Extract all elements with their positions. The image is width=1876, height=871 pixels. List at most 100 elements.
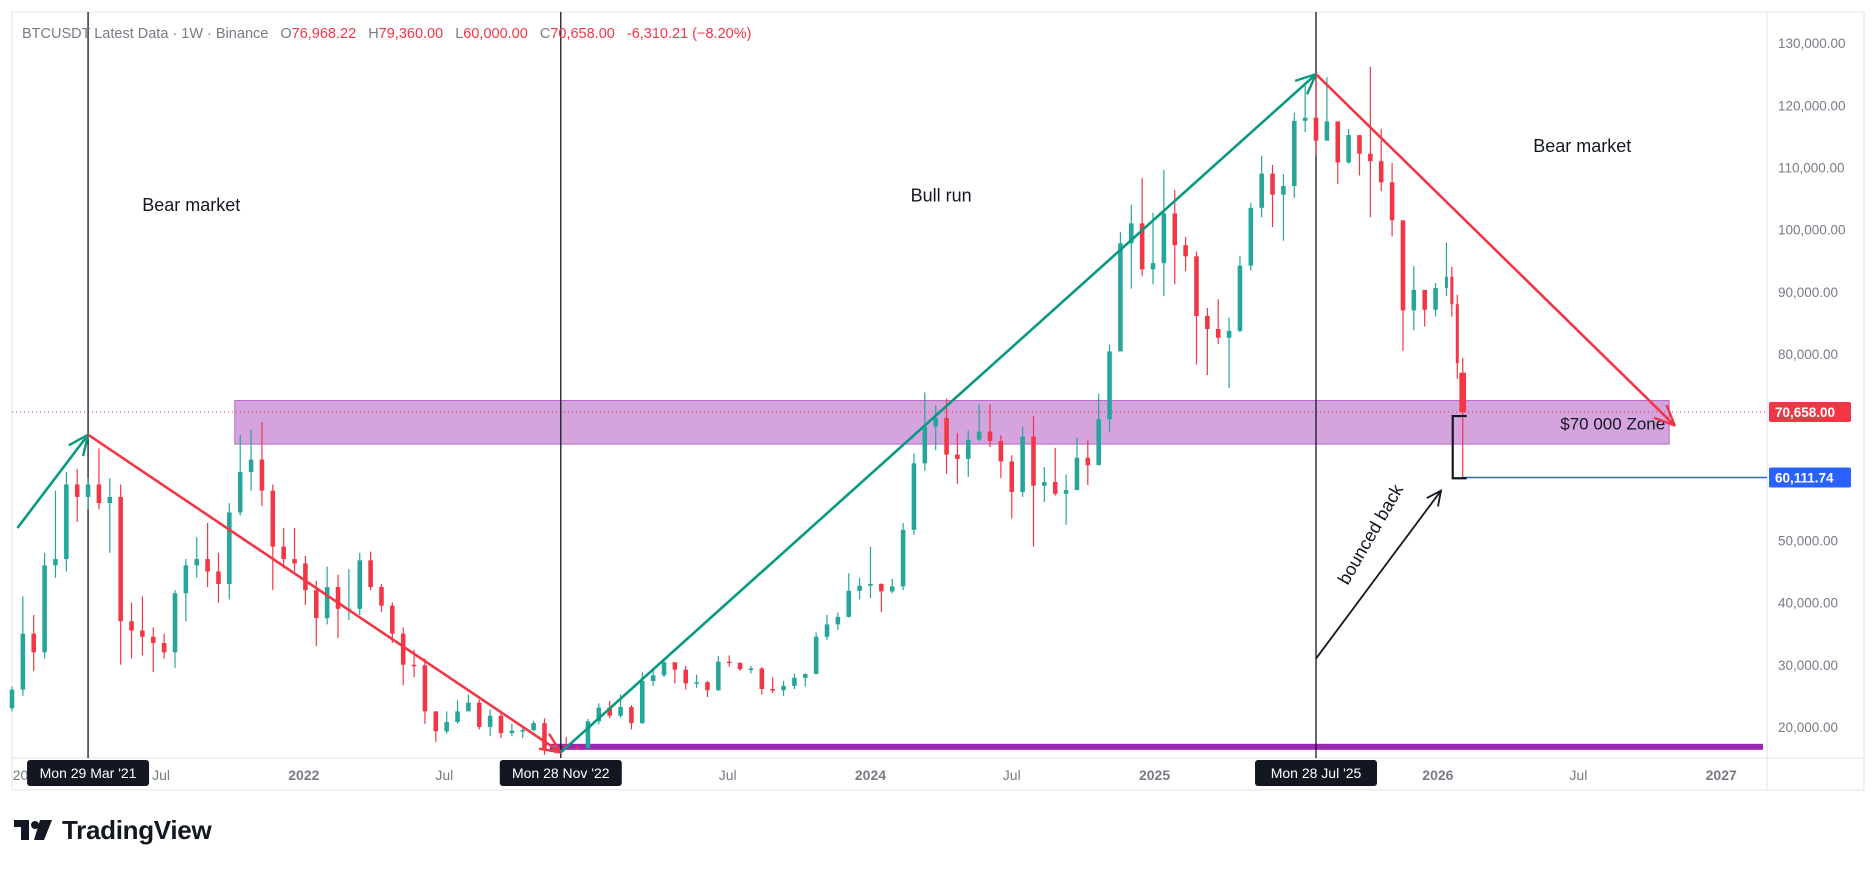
candle-body[interactable] — [976, 431, 982, 440]
candle-body[interactable] — [585, 721, 591, 749]
candle-body[interactable] — [607, 707, 612, 716]
candle-body[interactable] — [107, 496, 113, 504]
candle-body[interactable] — [889, 586, 895, 592]
candles-layer[interactable] — [9, 66, 1467, 755]
candle-body[interactable] — [1389, 182, 1395, 221]
candle-body[interactable] — [270, 490, 276, 547]
candle-body[interactable] — [487, 715, 493, 727]
candle-body[interactable] — [172, 593, 178, 653]
candle-body[interactable] — [933, 417, 938, 427]
candle-body[interactable] — [596, 707, 602, 722]
candle-body[interactable] — [705, 682, 710, 691]
candle-body[interactable] — [824, 624, 830, 637]
candle-body[interactable] — [237, 472, 243, 513]
candle-body[interactable] — [313, 590, 319, 619]
candle-body[interactable] — [900, 529, 906, 587]
candle-body[interactable] — [400, 633, 406, 665]
support-line[interactable] — [549, 743, 1764, 750]
candle-body[interactable] — [183, 565, 189, 594]
candle-body[interactable] — [792, 677, 797, 686]
candle-body[interactable] — [694, 682, 699, 684]
candle-body[interactable] — [1357, 135, 1362, 154]
candle-body[interactable] — [140, 630, 145, 637]
candle-body[interactable] — [770, 688, 775, 691]
candle-body[interactable] — [303, 563, 308, 591]
candle-body[interactable] — [1378, 161, 1384, 183]
candle-body[interactable] — [661, 662, 667, 676]
candle-body[interactable] — [31, 633, 37, 653]
candle-body[interactable] — [922, 426, 928, 464]
time-axis[interactable]: 20 Jul 2022 Jul Jul 2024 Jul 2025 2026 Jul 2027 Mon… — [13, 760, 1737, 786]
candle-body[interactable] — [574, 746, 580, 749]
price-axis[interactable]: 20,000.0030,000.0040,000.0050,000.0060,0… — [1769, 36, 1851, 735]
candle-body[interactable] — [324, 587, 330, 619]
candle-body[interactable] — [1172, 213, 1178, 246]
candle-body[interactable] — [433, 711, 439, 732]
candle-body[interactable] — [759, 668, 765, 689]
candle-body[interactable] — [857, 585, 862, 591]
candle-body[interactable] — [259, 459, 265, 491]
tradingview-branding[interactable]: TradingView — [14, 810, 212, 850]
candle-body[interactable] — [292, 559, 297, 564]
candle-body[interactable] — [1226, 330, 1232, 338]
candle-body[interactable] — [1248, 207, 1254, 266]
candle-body[interactable] — [161, 642, 167, 653]
candle-body[interactable] — [85, 484, 91, 497]
candle-body[interactable] — [20, 633, 26, 690]
candle-body[interactable] — [150, 636, 156, 643]
candle-body[interactable] — [368, 560, 373, 588]
candle-body[interactable] — [911, 463, 917, 530]
candle-body[interactable] — [9, 689, 15, 709]
candle-body[interactable] — [1302, 117, 1308, 121]
candle-body[interactable] — [390, 605, 395, 634]
candle-body[interactable] — [281, 546, 286, 560]
candle-body[interactable] — [672, 662, 678, 670]
candle-body[interactable] — [74, 484, 80, 497]
candle-body[interactable] — [118, 496, 123, 622]
candle-body[interactable] — [1161, 213, 1167, 264]
candle-body[interactable] — [748, 668, 754, 670]
candle-body[interactable] — [1118, 243, 1123, 352]
candle-body[interactable] — [444, 721, 449, 732]
candle-body[interactable] — [357, 560, 363, 609]
candle-body[interactable] — [683, 669, 689, 684]
candle-body[interactable] — [618, 707, 623, 716]
candle-body[interactable] — [1183, 245, 1188, 257]
candle-body[interactable] — [129, 621, 134, 631]
candle-body[interactable] — [1139, 223, 1145, 270]
candle-body[interactable] — [379, 587, 384, 606]
candle-body[interactable] — [955, 454, 960, 459]
candle-body[interactable] — [194, 559, 200, 566]
candle-body[interactable] — [1042, 481, 1047, 486]
candle-body[interactable] — [1194, 256, 1199, 316]
candle-body[interactable] — [650, 675, 656, 681]
trendline[interactable] — [87, 433, 562, 754]
candle-body[interactable] — [1411, 289, 1417, 311]
candle-body[interactable] — [205, 559, 210, 572]
candle-body[interactable] — [248, 459, 254, 473]
candle-body[interactable] — [1129, 223, 1134, 244]
trendline[interactable] — [16, 433, 90, 529]
candle-body[interactable] — [629, 707, 634, 724]
candle-body[interactable] — [835, 616, 841, 625]
candle-body[interactable] — [1150, 263, 1156, 270]
candle-body[interactable] — [466, 702, 471, 712]
candle-body[interactable] — [846, 590, 852, 617]
candle-body[interactable] — [639, 680, 645, 724]
resistance-zone-70k[interactable] — [234, 400, 1670, 445]
candle-body[interactable] — [1020, 436, 1025, 492]
candle-body[interactable] — [1215, 329, 1221, 338]
candle-body[interactable] — [1400, 220, 1406, 311]
candle-body[interactable] — [1422, 289, 1427, 310]
candle-body[interactable] — [1292, 120, 1297, 187]
candle-body[interactable] — [96, 484, 102, 504]
candle-body[interactable] — [868, 583, 873, 586]
candle-body[interactable] — [1313, 117, 1319, 141]
candle-body[interactable] — [1335, 121, 1341, 163]
candle-body[interactable] — [879, 583, 884, 592]
candle-body[interactable] — [227, 512, 232, 584]
candle-body[interactable] — [966, 439, 971, 459]
candle-body[interactable] — [1237, 265, 1243, 331]
candle-body[interactable] — [726, 661, 732, 664]
